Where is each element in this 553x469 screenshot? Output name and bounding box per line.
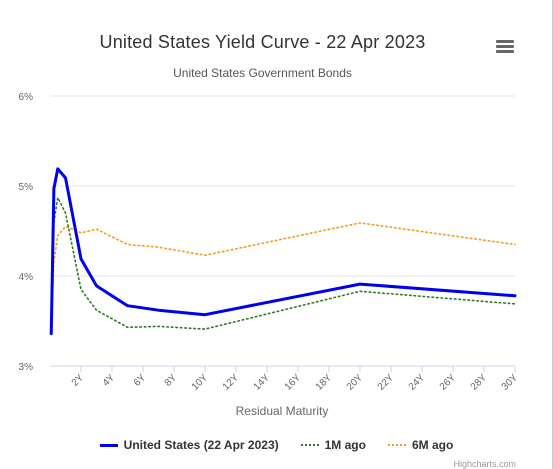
menu-bar	[496, 50, 514, 53]
legend-swatch-1m-ago	[300, 444, 319, 446]
series-line-1[interactable]	[50, 196, 516, 330]
series-line-0[interactable]	[49, 167, 517, 336]
axes: 3% 4% 5% 6% 2Y 4Y 6Y 8Y 10Y 12Y 14Y 16Y 18Y 20Y 22Y 24Y…	[19, 92, 521, 393]
series-line-2[interactable]	[50, 222, 516, 322]
legend-item-united-states[interactable]: United States (22 Apr 2023)	[99, 438, 279, 452]
x-tick-label: 24Y	[407, 372, 428, 393]
legend-item-6m-ago[interactable]: 6M ago	[387, 438, 454, 452]
x-tick-label: 12Y	[221, 372, 242, 393]
x-tick-label: 6Y	[132, 372, 149, 389]
x-tick-label: 28Y	[469, 372, 490, 393]
legend-swatch-6m-ago	[387, 444, 406, 446]
x-tick-label: 2Y	[70, 372, 87, 389]
series-lines	[49, 167, 517, 336]
x-tick-label: 20Y	[345, 372, 366, 393]
legend-swatch-united-states	[99, 443, 118, 447]
chart-title: United States Yield Curve - 22 Apr 2023	[99, 32, 426, 52]
hamburger-menu-icon[interactable]	[494, 38, 516, 58]
legend-item-1m-ago[interactable]: 1M ago	[300, 438, 366, 452]
x-tick-label: 14Y	[252, 372, 273, 393]
y-tick-label: 4%	[19, 272, 34, 283]
x-tick-label: 8Y	[163, 372, 180, 389]
x-tick-label: 18Y	[314, 372, 335, 393]
y-tick-label: 5%	[19, 182, 34, 193]
legend-label: 1M ago	[324, 438, 366, 452]
legend-label: United States (22 Apr 2023)	[123, 438, 279, 452]
chart-subtitle: United States Government Bonds	[173, 66, 352, 80]
y-tick-label: 3%	[19, 362, 34, 373]
credits-link[interactable]: Highcharts.com	[453, 459, 516, 469]
x-tick-label: 4Y	[101, 372, 118, 389]
x-tick-label: 30Y	[500, 372, 521, 393]
legend: United States (22 Apr 2023) 1M ago 6M ag…	[0, 438, 553, 452]
x-tick-label: 26Y	[438, 372, 459, 393]
menu-bar	[496, 40, 514, 43]
y-tick-label: 6%	[19, 92, 34, 103]
x-tick-label: 10Y	[190, 372, 211, 393]
x-tick-label: 16Y	[283, 372, 304, 393]
menu-bar	[496, 45, 514, 48]
legend-label: 6M ago	[411, 438, 454, 452]
grid	[50, 95, 515, 367]
x-tick-label: 22Y	[376, 372, 397, 393]
x-axis-title: Residual Maturity	[236, 404, 329, 418]
